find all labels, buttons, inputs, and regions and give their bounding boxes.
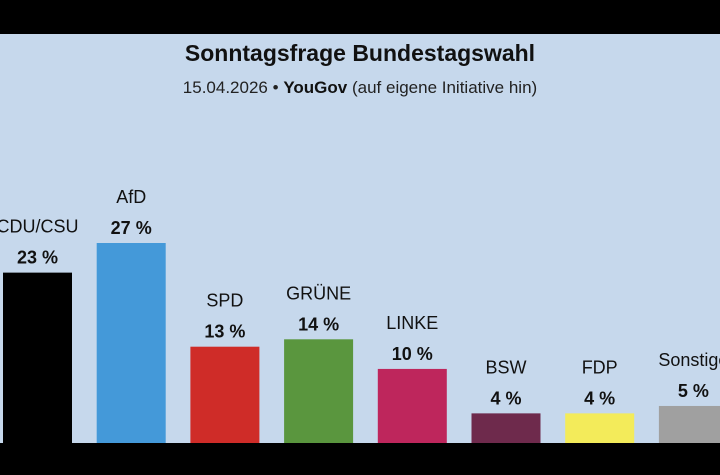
category-label: AfD	[116, 187, 146, 207]
chart-subtitle: 15.04.2026 • YouGov (auf eigene Initiati…	[0, 78, 720, 98]
value-label: 10 %	[392, 344, 433, 364]
value-label: 4 %	[490, 388, 521, 408]
value-label: 4 %	[584, 388, 615, 408]
bar-4	[377, 368, 447, 443]
value-label: 23 %	[17, 248, 58, 268]
category-label: BSW	[485, 357, 526, 377]
chart-title: Sonntagsfrage Bundestagswahl	[184, 40, 536, 66]
category-label: FDP	[582, 357, 618, 377]
bar-3	[284, 339, 354, 443]
bar-1	[96, 243, 166, 443]
bar-2	[190, 346, 260, 443]
value-label: 13 %	[204, 322, 245, 342]
category-label: GRÜNE	[286, 283, 351, 303]
poll-date: 15.04.2026	[182, 78, 268, 97]
bar-5	[471, 413, 541, 443]
value-label: 14 %	[298, 314, 339, 334]
category-label: Sonstige	[658, 350, 720, 370]
bar-7	[658, 405, 720, 443]
category-label: SPD	[206, 291, 243, 311]
separator: •	[272, 78, 279, 97]
category-label: LINKE	[386, 313, 438, 333]
bar-6	[565, 413, 635, 443]
value-label: 5 %	[678, 381, 709, 401]
value-label: 27 %	[111, 218, 152, 238]
pollster: YouGov	[283, 78, 348, 97]
category-label: CDU/CSU	[0, 217, 79, 237]
bar-0	[3, 272, 72, 443]
poll-note: (auf eigene Initiative hin)	[351, 78, 538, 97]
